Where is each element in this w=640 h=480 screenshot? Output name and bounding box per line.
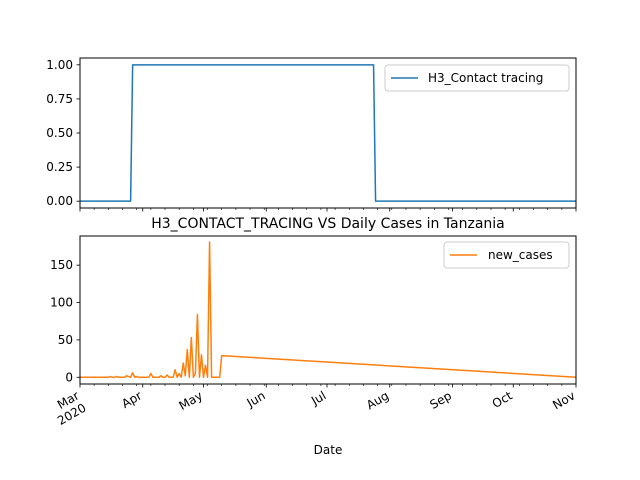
x-axis-label: Date: [314, 443, 343, 457]
new-cases-y-tick-label: 0: [65, 370, 73, 384]
new-cases-series-group: [80, 241, 577, 379]
contact-tracing-y-ticks: 0.00 0.25 0.50 0.75 1.00: [46, 58, 80, 208]
contact-tracing-series-group: [80, 64, 576, 202]
contact-tracing-y-tick-label: 0.75: [46, 92, 73, 106]
x-tick-label: Jul: [308, 388, 328, 408]
contact-tracing-y-tick-label: 0.25: [46, 160, 73, 174]
new-cases-axes-frame: [79, 235, 577, 385]
contact-tracing-y-tick-label: 0.50: [46, 126, 73, 140]
contact-tracing-legend: H3_Contact tracing: [384, 64, 570, 92]
contact-tracing-subplot: 0.00 0.25 0.50 0.75 1.00 H3_Contact tracing: [46, 57, 577, 212]
contact-tracing-y-tick-label: 1.00: [46, 58, 73, 72]
contact-tracing-series-line-0: [80, 64, 576, 202]
new-cases-legend-label: new_cases: [488, 248, 553, 262]
new-cases-y-tick-label: 50: [58, 333, 73, 347]
new-cases-legend: new_cases: [443, 241, 570, 269]
new-cases-y-ticks: 0 50 100 150: [50, 258, 80, 384]
new-cases-legend-box: [443, 241, 570, 269]
contact-tracing-legend-label: H3_Contact tracing: [428, 71, 543, 85]
new-cases-y-tick-label: 150: [50, 258, 73, 272]
new-cases-series-line-0: [80, 241, 577, 379]
contact-tracing-legend-box: [384, 64, 570, 92]
contact-tracing-y-tick-label: 0.00: [46, 194, 73, 208]
chart-title: H3_CONTACT_TRACING VS Daily Cases in Tan…: [151, 216, 505, 232]
new-cases-y-tick-label: 100: [50, 296, 73, 310]
contact-tracing-x-ticks: [79, 208, 577, 212]
